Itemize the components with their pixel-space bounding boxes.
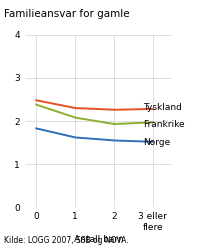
X-axis label: Antall barn: Antall barn xyxy=(73,234,123,244)
Text: Familieansvar for gamle: Familieansvar for gamle xyxy=(4,9,129,19)
Text: Norge: Norge xyxy=(142,138,170,147)
Text: Kilde: LOGG 2007, SSB og NOVA.: Kilde: LOGG 2007, SSB og NOVA. xyxy=(4,236,128,245)
Text: Frankrike: Frankrike xyxy=(142,120,184,128)
Text: Tyskland: Tyskland xyxy=(142,103,181,112)
